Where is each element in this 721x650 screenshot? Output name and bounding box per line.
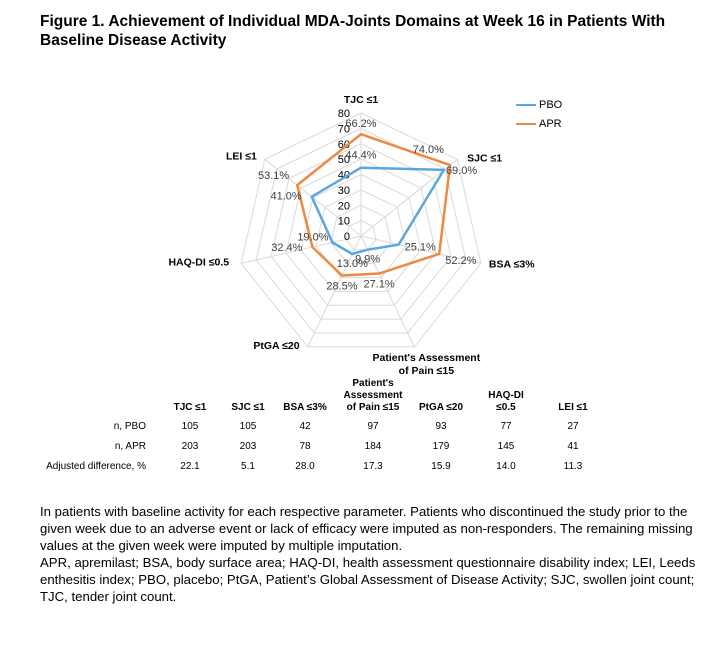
legend-item-apr: APR <box>516 114 562 133</box>
data-label-pbo: 9.9% <box>355 254 380 266</box>
table-cell: 5.1 <box>241 460 255 472</box>
table-cell: 179 <box>432 440 450 452</box>
data-label-apr: 28.5% <box>326 280 357 292</box>
table-cell: 27 <box>567 420 579 432</box>
table-cell: 203 <box>239 440 257 452</box>
figure-title: Figure 1. Achievement of Individual MDA-… <box>40 13 666 49</box>
legend-item-pbo: PBO <box>516 95 562 114</box>
table-cell: 105 <box>239 420 257 432</box>
grid-ring <box>270 143 452 320</box>
table-corner <box>40 378 160 416</box>
table-cell: 17.3 <box>363 460 383 472</box>
grid-ring <box>240 112 482 348</box>
table-row: Adjusted difference, % 22.1 5.1 28.0 17.3 15.… <box>40 456 604 476</box>
table-cell: 42 <box>299 420 311 432</box>
table-row-label: Adjusted difference, % <box>46 460 146 472</box>
axis-label: PtGA ≤20 <box>253 340 299 352</box>
grid-spoke <box>240 235 362 264</box>
table-cell: 28.0 <box>295 460 315 472</box>
table-body: n, PBO 105 105 42 97 93 77 27 n, APR 203 203 78 184 1… <box>40 416 604 476</box>
grid-spoke <box>360 235 482 264</box>
grid-ring <box>300 173 422 292</box>
grid-ring <box>315 189 407 279</box>
axis-label: SJC ≤1 <box>467 152 502 164</box>
table-row: n, PBO 105 105 42 97 93 77 27 <box>40 416 604 436</box>
data-label-apr: 74.0% <box>413 144 444 156</box>
table-cell: 145 <box>497 440 515 452</box>
table-column-header: SJC ≤1 <box>231 402 265 413</box>
table-column-header: HAQ-DI ≤0.5 <box>488 390 524 413</box>
table-cell: 77 <box>500 420 512 432</box>
grid-ring <box>330 204 392 265</box>
radial-tick-label: 0 <box>344 231 350 243</box>
radial-tick-label: 20 <box>338 200 350 212</box>
axis-label: LEI ≤1 <box>226 150 257 162</box>
table-cell: 105 <box>181 420 199 432</box>
table-cell: 97 <box>367 420 379 432</box>
data-label-pbo: 69.0% <box>446 165 477 177</box>
table-cell: 41 <box>567 440 579 452</box>
chart-legend: PBO APR <box>516 95 562 133</box>
axis-label: HAQ-DI ≤0.5 <box>168 256 229 268</box>
table-column-header: Patient's Assessment of Pain ≤15 <box>343 378 403 413</box>
radial-tick-label: 30 <box>338 185 350 197</box>
legend-label-pbo: PBO <box>539 98 563 111</box>
data-label-apr: 27.1% <box>363 279 394 291</box>
radial-tick-label: 50 <box>338 154 350 166</box>
data-label-apr: 66.2% <box>345 118 376 130</box>
table-cell: 15.9 <box>431 460 451 472</box>
radial-tick-label: 80 <box>338 108 350 120</box>
grid-spoke <box>360 235 415 348</box>
table-cell: 11.3 <box>563 460 583 472</box>
table-row-label: n, APR <box>114 440 146 452</box>
table-column-header: TJC ≤1 <box>173 402 207 413</box>
radial-tick-label: 60 <box>338 139 350 151</box>
summary-table: TJC ≤1 SJC ≤1 BSA ≤3% Patient's Assessment of… <box>40 378 604 476</box>
data-label-pbo: 44.4% <box>345 150 376 162</box>
table-cell: 184 <box>364 440 382 452</box>
data-label-apr: 53.1% <box>258 170 289 182</box>
footnote-paragraph-1: In patients with baseline activity for e… <box>40 504 693 553</box>
table-cell: 78 <box>299 440 311 452</box>
footnote-paragraph-2: APR, apremilast; BSA, body surface area;… <box>40 555 696 604</box>
table-cell: 22.1 <box>180 460 200 472</box>
data-label-apr: 52.2% <box>445 255 476 267</box>
legend-swatch-pbo <box>516 103 536 106</box>
data-label-apr: 32.4% <box>271 242 302 254</box>
table-cell: 14.0 <box>496 460 516 472</box>
radial-tick-label: 10 <box>338 216 350 228</box>
data-label-pbo: 13.0% <box>337 258 368 270</box>
table-column-header: LEI ≤1 <box>558 402 588 413</box>
table-cell: 93 <box>435 420 447 432</box>
axis-label: BSA ≤3% <box>489 258 535 270</box>
data-label-pbo: 41.0% <box>271 191 302 203</box>
table-header-row: TJC ≤1 SJC ≤1 BSA ≤3% Patient's Assessment of… <box>40 378 604 416</box>
series-line-pbo <box>310 166 446 256</box>
grid-ring <box>345 220 377 251</box>
legend-label-apr: APR <box>539 117 562 130</box>
footnote: In patients with baseline activity for e… <box>40 503 700 605</box>
table-row-label: n, PBO <box>113 420 146 432</box>
legend-swatch-apr <box>516 122 536 125</box>
grid-ring <box>285 158 437 306</box>
data-label-pbo: 25.1% <box>405 242 436 254</box>
table-row: n, APR 203 203 78 184 179 145 41 <box>40 436 604 456</box>
axis-label: Patient's Assessment of Pain ≤15 <box>372 352 480 377</box>
series-line-apr <box>295 132 452 277</box>
table-column-header: PtGA ≤20 <box>418 402 464 413</box>
data-label-pbo: 19.0% <box>297 232 328 244</box>
axis-label: TJC ≤1 <box>344 94 379 106</box>
table-column-header: BSA ≤3% <box>283 402 327 413</box>
table-cell: 203 <box>181 440 199 452</box>
radial-tick-label: 70 <box>338 123 350 135</box>
